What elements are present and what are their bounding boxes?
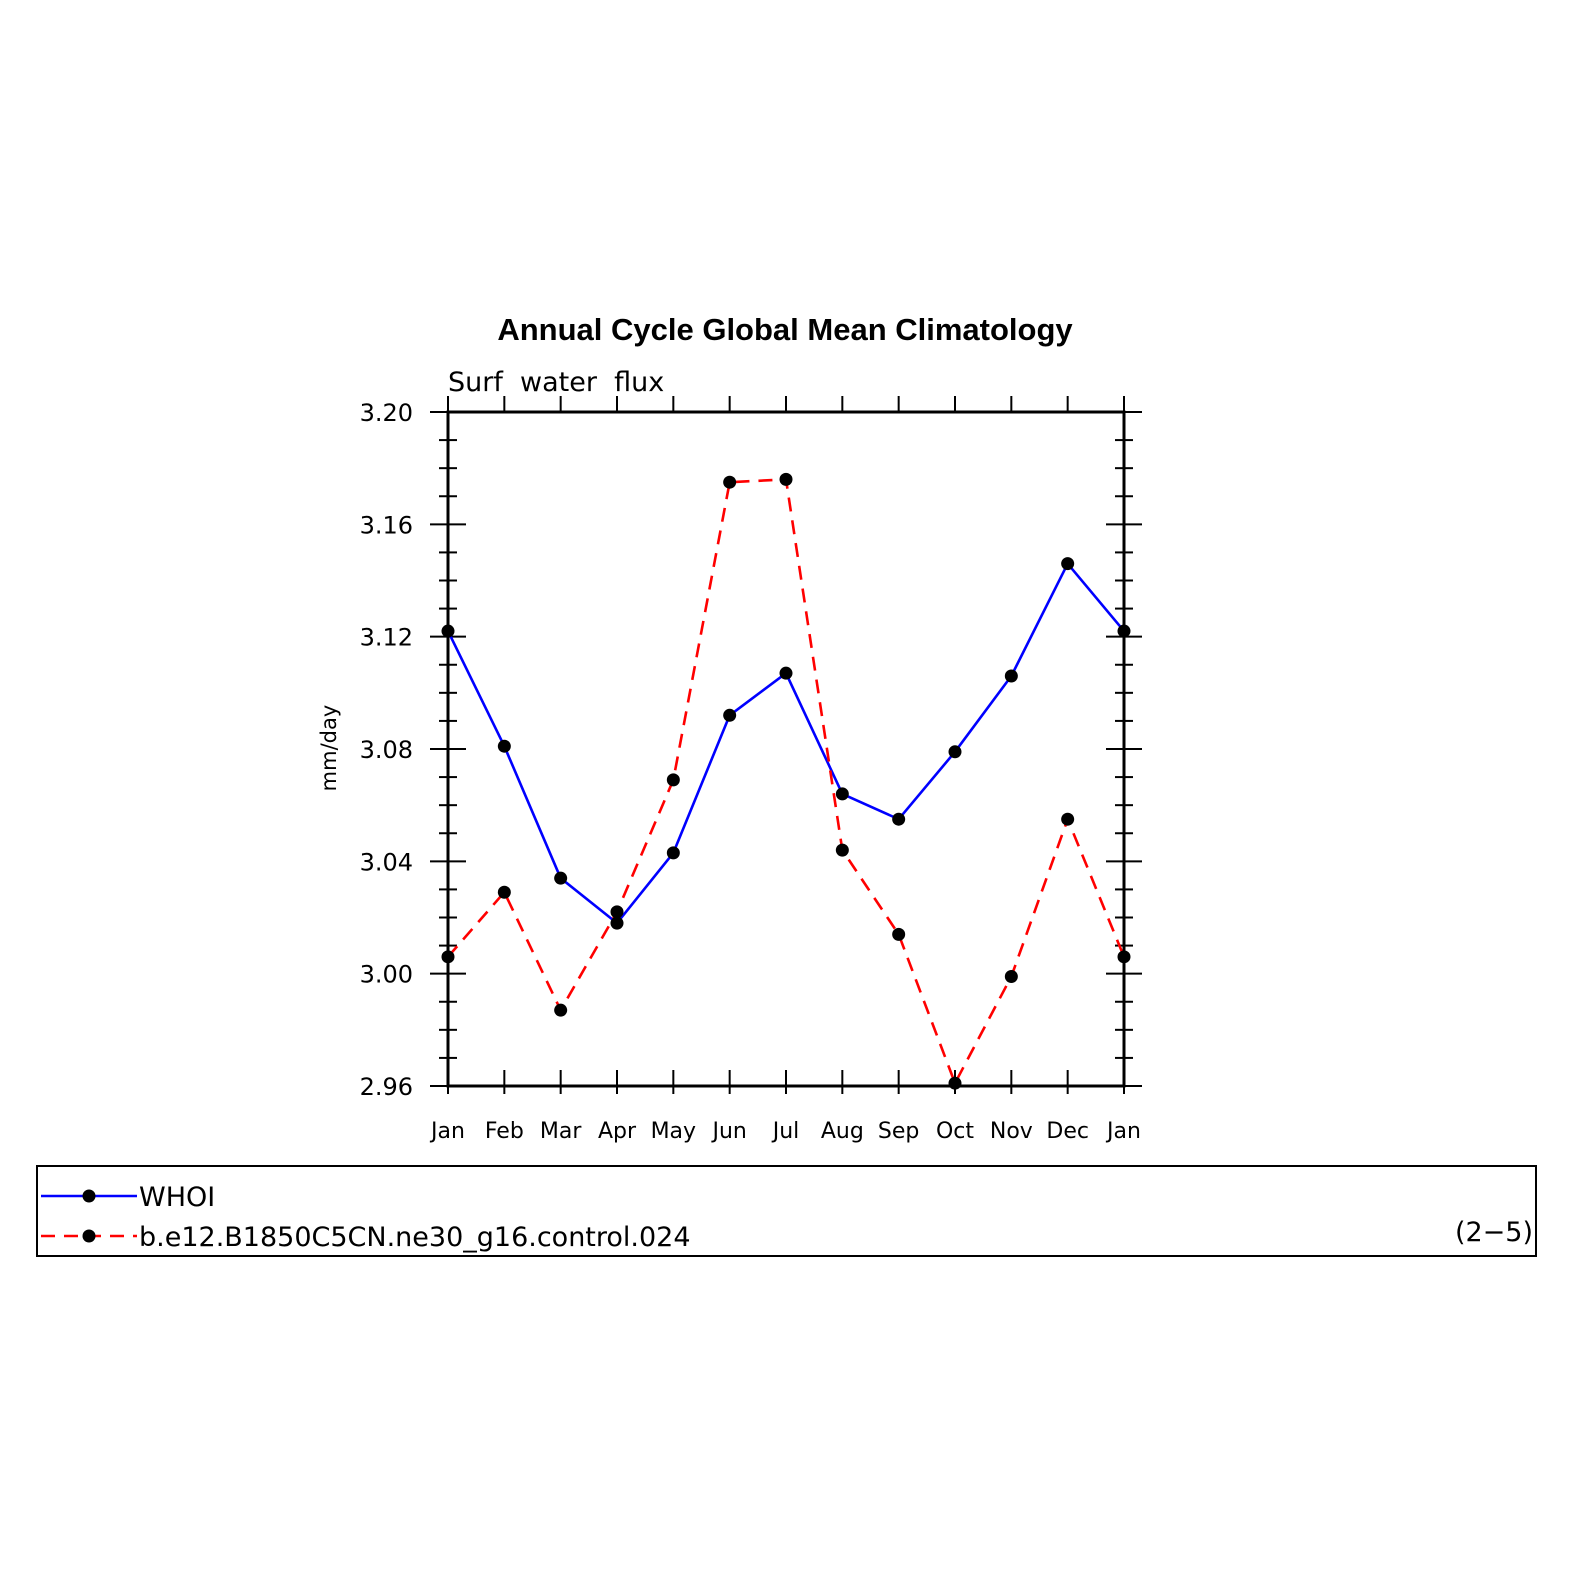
series-line xyxy=(447,478,1126,1085)
data-point xyxy=(441,950,455,964)
y-tick-labels: 2.96 3.00 3.04 3.08 3.12 3.16 3.20 xyxy=(360,399,413,1101)
legend-box xyxy=(36,1165,1537,1257)
data-point xyxy=(1004,969,1018,983)
x-tick-label: Mar xyxy=(540,1119,582,1144)
data-point xyxy=(1061,812,1075,826)
data-point xyxy=(441,624,455,638)
axis-ticks xyxy=(430,396,1142,1094)
data-point xyxy=(666,846,680,860)
y-tick-label: 3.00 xyxy=(360,961,413,989)
series-layer xyxy=(441,472,1131,1090)
series-line xyxy=(446,562,1125,925)
y-axis-label: mm/day xyxy=(317,705,341,792)
y-tick-label: 3.08 xyxy=(360,736,413,764)
data-point xyxy=(610,905,624,919)
data-point xyxy=(892,927,906,941)
legend-note: (2−5) xyxy=(1455,1217,1533,1248)
data-point xyxy=(1004,669,1018,683)
data-point xyxy=(497,885,511,899)
x-tick-label: Jan xyxy=(429,1119,465,1144)
data-point xyxy=(948,1076,962,1090)
x-tick-label: Oct xyxy=(936,1119,974,1144)
data-point xyxy=(835,843,849,857)
y-tick-label: 3.04 xyxy=(360,848,413,876)
data-point xyxy=(554,1003,568,1017)
chart-title: Annual Cycle Global Mean Climatology xyxy=(497,312,1073,347)
x-tick-label: Dec xyxy=(1046,1119,1089,1144)
data-point xyxy=(723,475,737,489)
x-tick-label: Jul xyxy=(771,1119,800,1144)
data-point xyxy=(497,739,511,753)
x-tick-label: Jan xyxy=(1105,1119,1141,1144)
data-point xyxy=(779,666,793,680)
legend-label: WHOI xyxy=(139,1182,215,1213)
x-tick-label: Sep xyxy=(878,1119,919,1144)
legend-marker xyxy=(82,1189,96,1203)
data-point xyxy=(666,773,680,787)
x-tick-label: May xyxy=(651,1119,696,1144)
data-point xyxy=(1117,624,1131,638)
data-point xyxy=(948,745,962,759)
chart-subtitle: Surf water flux xyxy=(448,367,664,398)
legend-marker xyxy=(82,1229,96,1243)
data-point xyxy=(723,708,737,722)
x-tick-label: Jun xyxy=(710,1119,746,1144)
y-tick-label: 2.96 xyxy=(360,1073,413,1101)
y-tick-label: 3.16 xyxy=(360,511,413,539)
legend: WHOI b.e12.B1850C5CN.ne30_g16.control.024 xyxy=(41,1182,691,1253)
data-point xyxy=(610,916,624,930)
x-tick-label: Aug xyxy=(821,1119,864,1144)
data-point xyxy=(835,787,849,801)
data-point xyxy=(892,812,906,826)
x-tick-labels: Jan Feb Mar Apr May Jun Jul Aug Sep Oct Nov Dec Jan xyxy=(429,1119,1141,1144)
legend-label: b.e12.B1850C5CN.ne30_g16.control.024 xyxy=(139,1222,691,1253)
x-tick-label: Feb xyxy=(485,1119,524,1144)
x-tick-label: Apr xyxy=(598,1119,637,1144)
x-tick-label: Nov xyxy=(990,1119,1033,1144)
data-point xyxy=(1061,557,1075,571)
y-tick-label: 3.20 xyxy=(360,399,413,427)
data-point xyxy=(554,871,568,885)
data-point xyxy=(1117,950,1131,964)
data-point xyxy=(779,472,793,486)
y-tick-label: 3.12 xyxy=(360,624,413,652)
